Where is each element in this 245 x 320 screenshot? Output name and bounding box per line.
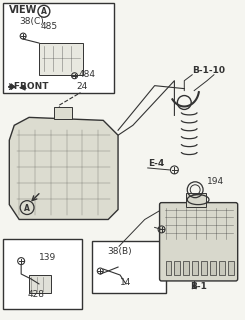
Bar bbox=[228, 261, 234, 275]
Bar bbox=[219, 261, 225, 275]
Text: VIEW: VIEW bbox=[9, 5, 38, 15]
Text: 24: 24 bbox=[76, 82, 88, 91]
Text: ◆FRONT: ◆FRONT bbox=[8, 82, 50, 91]
Bar bbox=[192, 261, 198, 275]
Text: A: A bbox=[41, 7, 47, 16]
Bar bbox=[29, 275, 51, 293]
FancyBboxPatch shape bbox=[3, 239, 83, 309]
Bar bbox=[183, 261, 189, 275]
Polygon shape bbox=[9, 117, 118, 220]
Bar bbox=[210, 261, 216, 275]
Text: 38(C): 38(C) bbox=[19, 17, 44, 26]
FancyBboxPatch shape bbox=[159, 203, 238, 281]
Text: 139: 139 bbox=[39, 253, 56, 262]
Bar bbox=[201, 261, 207, 275]
Bar bbox=[166, 261, 171, 275]
Text: B-1: B-1 bbox=[190, 282, 207, 291]
Text: 484: 484 bbox=[78, 70, 96, 79]
Text: 14: 14 bbox=[120, 278, 131, 287]
Text: A: A bbox=[24, 204, 30, 213]
FancyBboxPatch shape bbox=[3, 4, 114, 92]
Text: E-4: E-4 bbox=[148, 159, 164, 168]
Bar bbox=[174, 261, 180, 275]
Bar bbox=[39, 43, 84, 75]
Text: 485: 485 bbox=[41, 22, 58, 31]
Text: B-1-10: B-1-10 bbox=[192, 66, 225, 75]
Bar bbox=[54, 108, 72, 119]
Bar bbox=[186, 193, 206, 207]
Text: 194: 194 bbox=[207, 177, 224, 186]
Text: 428: 428 bbox=[27, 290, 44, 299]
FancyBboxPatch shape bbox=[92, 241, 167, 293]
Text: 38(B): 38(B) bbox=[107, 247, 132, 256]
